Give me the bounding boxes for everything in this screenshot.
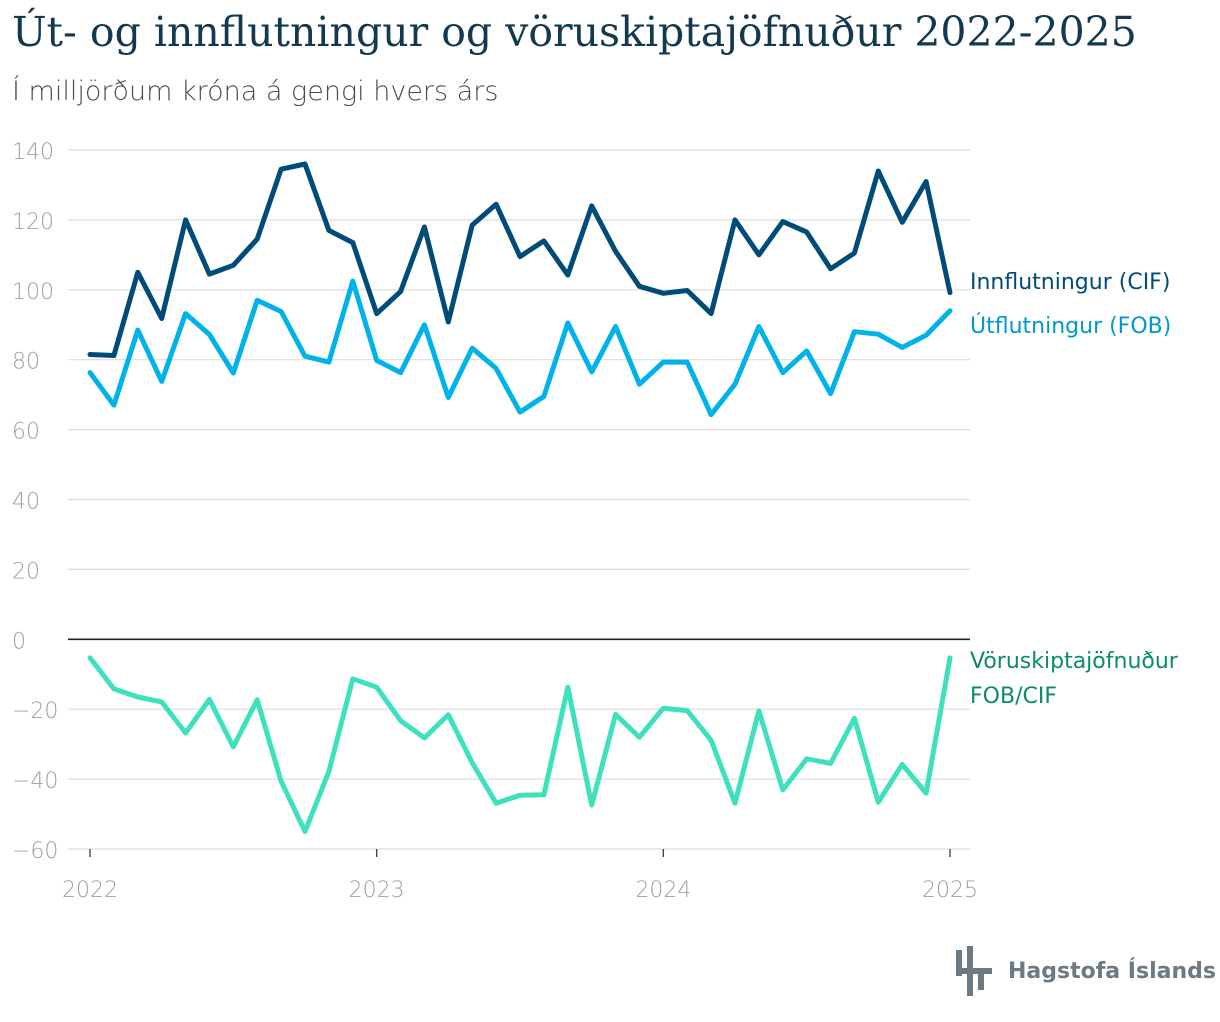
y-tick-label: −60 bbox=[12, 839, 58, 864]
y-tick-label: 80 bbox=[12, 350, 40, 375]
series-label-exports: Útflutningur (FOB) bbox=[970, 313, 1171, 339]
series-line-exports bbox=[87, 278, 953, 418]
y-tick-label: −20 bbox=[12, 699, 58, 724]
y-axis-ticks: 140 120 100 80 60 40 20 0 −20 −40 −60 bbox=[12, 140, 58, 864]
hagstofa-logo-icon bbox=[956, 946, 992, 996]
y-tick-label: 120 bbox=[12, 210, 54, 235]
series-line-imports bbox=[87, 161, 953, 358]
y-tick-label: 100 bbox=[12, 280, 54, 305]
y-tick-label: 60 bbox=[12, 420, 40, 445]
x-axis-ticks: 2022 2023 2024 2025 bbox=[62, 849, 978, 903]
y-tick-label: 40 bbox=[12, 490, 40, 515]
gridlines bbox=[68, 149, 970, 850]
x-tick-label: 2025 bbox=[922, 878, 978, 903]
hagstofa-logo-text: Hagstofa Íslands bbox=[1008, 958, 1216, 984]
y-tick-label: 0 bbox=[12, 629, 26, 654]
x-tick-label: 2024 bbox=[635, 878, 691, 903]
series-label-imports: Innflutningur (CIF) bbox=[970, 270, 1170, 295]
series-labels: Innflutningur (CIF) Útflutningur (FOB) V… bbox=[970, 270, 1179, 709]
y-tick-label: 140 bbox=[12, 140, 54, 165]
y-tick-label: 20 bbox=[12, 559, 40, 584]
chart-title: Út- og innflutningur og vöruskiptajöfnuð… bbox=[12, 8, 1137, 56]
x-tick-label: 2022 bbox=[62, 878, 118, 903]
hagstofa-logo: Hagstofa Íslands bbox=[954, 946, 1216, 996]
y-tick-label: −40 bbox=[12, 769, 58, 794]
x-tick-label: 2023 bbox=[349, 878, 405, 903]
series-label-balance-line2: FOB/CIF bbox=[970, 684, 1057, 709]
series-label-balance-line1: Vöruskiptajöfnuður bbox=[970, 649, 1179, 674]
chart-subtitle: Í milljörðum króna á gengi hvers árs bbox=[12, 76, 499, 107]
series-lines bbox=[87, 161, 953, 834]
series-line-balance bbox=[87, 655, 953, 834]
